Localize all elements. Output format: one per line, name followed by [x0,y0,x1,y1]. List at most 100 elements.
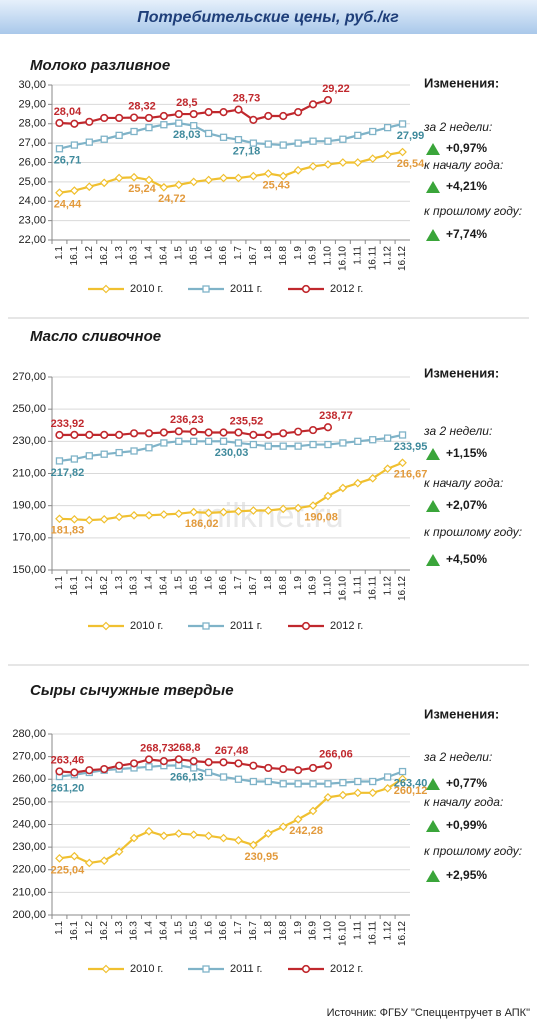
data-point [219,773,228,781]
legend-label: 2012 г. [330,283,363,295]
x-tick-label: 16.7 [248,576,259,596]
y-tick-label: 210,00 [12,467,46,479]
data-point [204,129,213,138]
data-point [383,150,392,160]
data-point [383,464,392,474]
data-point [174,180,184,190]
data-point [145,123,153,132]
data-point [99,178,109,188]
data-point [130,127,138,136]
x-tick-label: 1.4 [144,921,155,935]
x-tick-label: 16.8 [278,921,289,941]
x-tick-label: 16.10 [338,921,349,946]
y-tick-label: 25,00 [18,176,46,188]
y-tick-label: 280,00 [12,728,46,740]
data-point [279,764,288,774]
data-label: 233,92 [51,418,85,430]
change-value: +2,95% [446,868,487,882]
data-point [324,440,332,449]
data-label: 28,03 [173,129,201,141]
data-point [190,122,198,130]
x-tick-label: 16.10 [338,246,349,271]
data-point [85,452,93,460]
data-point [338,790,348,800]
data-point [279,111,288,121]
data-label: 238,77 [319,410,353,422]
data-point [398,458,407,468]
data-point [383,773,392,781]
y-tick-label: 260,00 [12,773,46,785]
data-point [234,439,243,447]
x-tick-label: 16.10 [338,576,349,601]
data-point [115,761,124,770]
data-point [383,434,392,442]
data-label: 261,20 [51,782,85,794]
y-tick-label: 200,00 [12,909,46,921]
data-point [278,504,288,514]
data-point [368,788,378,798]
data-label: 230,03 [215,447,249,459]
data-point [249,840,258,850]
data-label: 28,04 [54,106,82,118]
data-point [219,133,228,141]
data-point [294,766,303,775]
data-point [323,761,333,770]
x-tick-label: 1.7 [233,246,244,260]
data-label: 236,23 [170,414,204,426]
source: Источник: ФГБУ "Спеццентручет в АПК" [327,1007,531,1019]
data-point [368,473,378,483]
data-label: 266,06 [319,748,353,760]
x-tick-label: 16.1 [69,921,80,941]
data-point [99,856,109,866]
data-point [219,758,228,767]
legend-marker [101,964,111,974]
change-label: к началу года: [424,476,503,490]
data-point [189,427,198,436]
series-line [59,122,403,150]
data-point [115,113,124,123]
data-label: 266,13 [170,771,204,783]
x-tick-label: 1.4 [144,246,155,260]
x-tick-label: 1.1 [54,246,65,260]
data-point [308,162,318,171]
legend-marker [301,284,311,294]
data-point [189,507,199,517]
data-point [234,759,243,768]
data-point [174,427,183,436]
data-label: 216,67 [394,469,428,481]
data-label: 263,46 [51,754,85,766]
data-point [190,764,198,772]
data-label: 27,99 [397,130,425,142]
data-point [70,141,79,149]
x-tick-label: 1.4 [144,576,155,590]
x-tick-label: 16.7 [248,246,259,266]
data-point [70,186,79,195]
legend-marker [301,964,311,974]
x-tick-label: 16.12 [397,246,408,271]
data-point [189,177,199,187]
data-point [159,831,169,841]
x-tick-label: 1.9 [293,921,304,935]
changes-title: Изменения: [424,75,499,90]
x-tick-label: 16.6 [218,246,229,266]
data-point [100,135,108,143]
data-point [84,182,94,192]
data-point [219,437,228,445]
data-point [115,448,123,457]
data-point [398,431,407,439]
up-triangle [426,500,440,512]
data-label: 268,8 [173,742,201,754]
up-triangle [426,870,440,882]
data-point [55,457,64,465]
data-label: 26,71 [54,155,82,167]
x-tick-label: 16.3 [129,576,140,596]
data-point [115,131,123,140]
data-point [354,777,362,786]
data-point [278,171,288,181]
x-tick-label: 16.4 [159,246,170,266]
data-label: 235,52 [230,415,264,427]
data-point [323,423,333,432]
x-tick-label: 1.12 [382,576,393,596]
legend-label: 2012 г. [330,963,363,975]
x-tick-label: 1.3 [114,921,125,935]
